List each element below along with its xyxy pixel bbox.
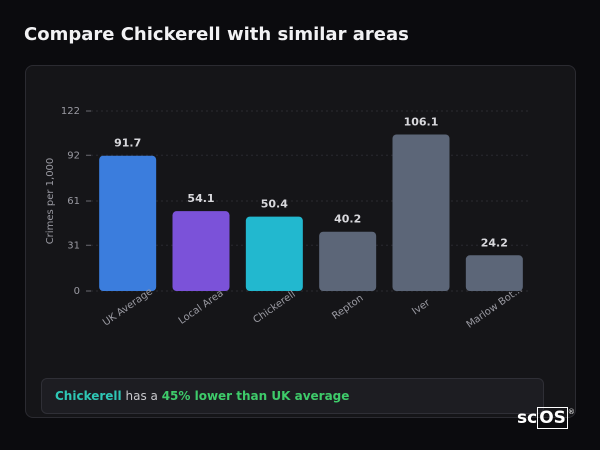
value-label: 24.2: [481, 236, 508, 249]
chart-title: Compare Chickerell with similar areas: [24, 24, 409, 45]
insight-box: Chickerell has a 45% lower than UK avera…: [41, 378, 544, 414]
x-tick-label: Repton: [330, 293, 365, 322]
y-tick-label: 61: [67, 196, 80, 207]
y-tick-label: 122: [61, 106, 80, 117]
x-tick-label: Chickerell: [251, 289, 297, 326]
value-label: 50.4: [261, 198, 288, 211]
y-axis-label: Crimes per 1,000: [45, 158, 56, 245]
y-tick-label: 92: [67, 150, 80, 161]
bar: [465, 255, 523, 291]
value-label: 91.7: [114, 137, 141, 150]
logo-boxed: OS: [537, 407, 568, 429]
bar: [319, 231, 377, 291]
logo-text: sc: [517, 408, 538, 428]
insight-text: has a: [125, 389, 158, 403]
logo: sc OS ®: [517, 407, 575, 429]
x-tick-label: Marlow Bot...: [465, 284, 525, 331]
x-tick-label: Iver: [410, 297, 433, 317]
y-tick-label: 31: [67, 240, 80, 251]
insight-highlight: 45% lower than UK average: [161, 389, 350, 403]
value-label: 54.1: [187, 192, 214, 205]
y-tick-label: 0: [74, 286, 80, 297]
value-label: 40.2: [334, 213, 361, 226]
insight-area: Chickerell: [55, 389, 122, 403]
x-tick-label: UK Average: [101, 286, 155, 328]
bar: [392, 134, 450, 291]
bar: [99, 155, 157, 291]
value-label: 106.1: [404, 115, 439, 128]
x-tick-label: Local Area: [177, 288, 226, 327]
bar: [172, 211, 230, 291]
logo-mark: ®: [567, 408, 575, 416]
bar: [245, 216, 303, 291]
